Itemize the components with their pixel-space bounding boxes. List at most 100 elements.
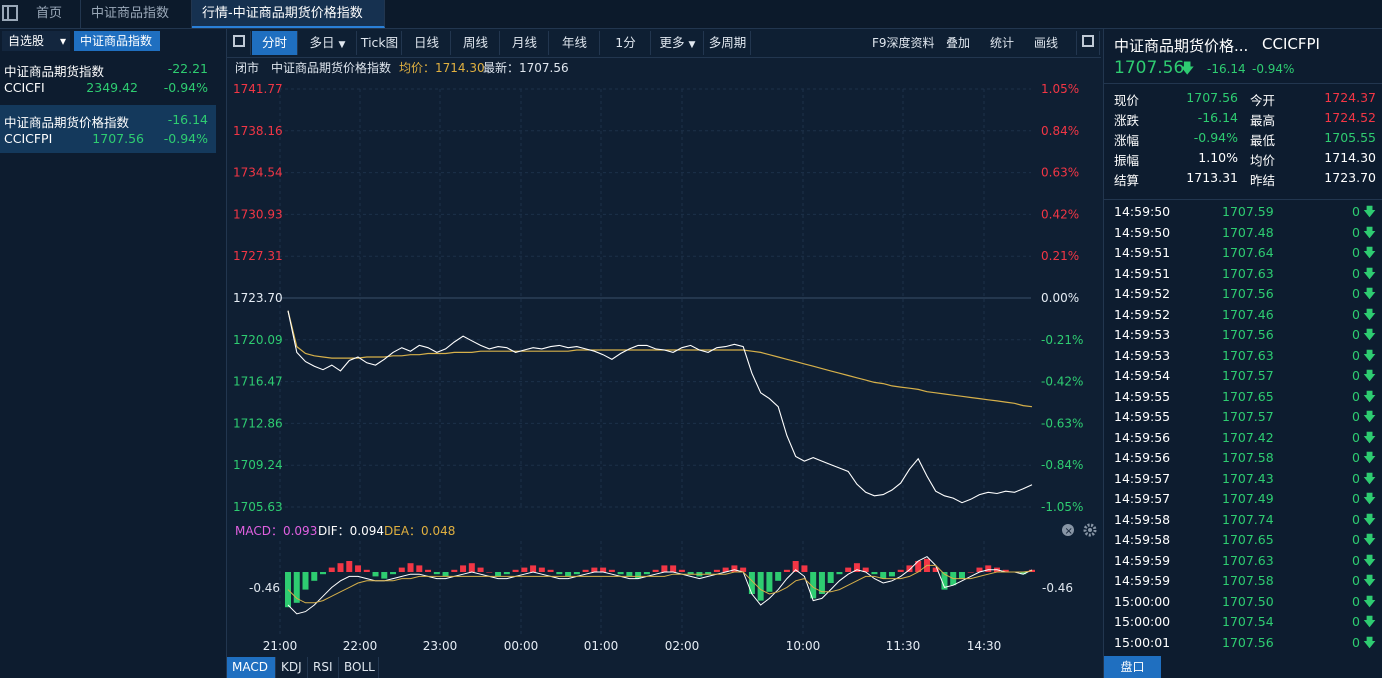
tab-more[interactable]: 更多 ▼ xyxy=(652,31,704,55)
panel-toggle-icon[interactable] xyxy=(227,31,251,55)
tick-volume: 0 xyxy=(1352,429,1360,445)
chart-area[interactable]: 1741.77 1738.16 1734.54 1730.93 1727.31 1723.… xyxy=(227,78,1102,655)
price-tick-label: 1709.24 xyxy=(233,458,283,472)
pct-tick-label: 0.21% xyxy=(1041,249,1079,263)
macd-bar xyxy=(775,572,782,581)
dea-line xyxy=(287,564,1033,604)
tab-intraday[interactable]: 分时 xyxy=(252,31,298,55)
macd-bar xyxy=(460,565,467,572)
tick-time: 14:59:59 xyxy=(1114,552,1171,568)
tick-row: 15:00:00 1707.54 0 🡇 xyxy=(1114,614,1376,634)
indicator-tab-macd[interactable]: MACD xyxy=(227,657,276,678)
layout-toggle-icon[interactable] xyxy=(2,5,18,21)
right-quote-panel: 中证商品期货价格... CCICFPI 1707.56 🡇 -16.14 -0.… xyxy=(1103,29,1382,678)
macd-bar xyxy=(967,572,974,573)
arrow-down-icon: 🡇 xyxy=(1363,388,1376,404)
tick-time: 14:59:55 xyxy=(1114,409,1171,424)
tab-yearly[interactable]: 年线 xyxy=(550,31,600,55)
tick-row: 14:59:59 1707.63 0 🡇 xyxy=(1114,553,1376,573)
tab-daily[interactable]: 日线 xyxy=(403,31,451,55)
market-status: 闭市 xyxy=(235,61,260,75)
item-name: 中证商品期货价格指数 xyxy=(4,115,130,130)
tab-home[interactable]: 首页 xyxy=(26,0,81,28)
indicator-tab-kdj[interactable]: KDJ xyxy=(276,657,308,678)
tab-multi-day[interactable]: 多日 ▼ xyxy=(299,31,357,55)
watchlist-dropdown[interactable]: 自选股 ▾ xyxy=(2,31,70,51)
macd-bar xyxy=(565,572,572,577)
time-tick-label: 10:00 xyxy=(786,639,821,653)
divider xyxy=(1104,83,1382,84)
macd-close-icon[interactable]: × xyxy=(1062,524,1074,537)
quote-value: 1723.70 xyxy=(1324,170,1376,185)
tab-quote-active[interactable]: 行情-中证商品期货价格指数× xyxy=(192,0,385,49)
tab-csi-commodity[interactable]: 中证商品指数 xyxy=(81,0,192,28)
tab-tick[interactable]: Tick图 xyxy=(358,31,402,55)
macd-bar xyxy=(608,569,615,572)
macd-bar xyxy=(958,572,965,579)
tab-order-book[interactable]: 盘口 xyxy=(1104,656,1161,678)
right-panel-toggle-icon[interactable] xyxy=(1076,31,1100,55)
tick-volume: 0 xyxy=(1352,552,1360,568)
stats-button[interactable]: 统计 xyxy=(990,36,1015,50)
quote-label: 最低 xyxy=(1250,133,1276,148)
tick-volume: 0 xyxy=(1352,491,1360,506)
tick-price: 1707.49 xyxy=(1222,491,1274,506)
tab-weekly[interactable]: 周线 xyxy=(452,31,500,55)
macd-bar xyxy=(766,572,773,592)
tick-volume: 0 xyxy=(1352,573,1360,588)
list-item-selected[interactable]: 中证商品期货价格指数 -16.14 CCICFPI 1707.56 -0.94% xyxy=(0,105,216,153)
tab-1min[interactable]: 1分 xyxy=(601,31,651,55)
macd-bar xyxy=(985,565,992,572)
tab-multi-period[interactable]: 多周期 xyxy=(705,31,751,55)
tick-time: 15:00:01 xyxy=(1114,634,1171,650)
arrow-down-icon: 🡇 xyxy=(1363,491,1376,506)
time-tick-label: 22:00 xyxy=(343,639,378,653)
macd-bar xyxy=(477,567,484,572)
period-label: 1分 xyxy=(615,35,636,50)
tick-row: 14:59:50 1707.59 0 🡇 xyxy=(1114,204,1376,224)
arrow-down-icon: 🡇 xyxy=(1180,61,1195,77)
tick-row: 15:00:00 1707.50 0 🡇 xyxy=(1114,594,1376,614)
indicator-tab-rsi[interactable]: RSI xyxy=(308,657,339,678)
f9-depth-button[interactable]: F9深度资料 xyxy=(872,36,935,50)
price-change: -16.14 xyxy=(1207,62,1246,76)
group-tab-csi[interactable]: 中证商品指数 xyxy=(74,31,160,51)
period-label: 分时 xyxy=(261,35,287,50)
macd-bar xyxy=(512,569,519,572)
macd-bar xyxy=(888,572,895,577)
arrow-down-icon: 🡇 xyxy=(1363,552,1376,568)
intraday-chart[interactable]: 1741.77 1738.16 1734.54 1730.93 1727.31 1723.… xyxy=(227,78,1102,655)
current-price: 1707.56 xyxy=(1114,58,1185,78)
time-tick-label: 14:30 xyxy=(967,639,1002,653)
macd-bar xyxy=(1002,569,1009,572)
price-tick-label: 1705.63 xyxy=(233,500,283,514)
time-tick-label: 00:00 xyxy=(504,639,539,653)
tick-price: 1707.63 xyxy=(1222,347,1274,363)
time-tick-label: 23:00 xyxy=(423,639,458,653)
draw-button[interactable]: 画线 xyxy=(1034,36,1059,50)
arrow-down-icon: 🡇 xyxy=(1363,347,1376,363)
list-item[interactable]: 中证商品期货指数 -22.21 CCICFI 2349.42 -0.94% xyxy=(0,59,216,107)
quote-row: 涨跌 -16.14 最高 1724.52 xyxy=(1114,110,1376,130)
macd-bar xyxy=(468,563,475,572)
tick-price: 1707.57 xyxy=(1222,409,1274,424)
overlay-button[interactable]: 叠加 xyxy=(946,36,971,50)
macd-bar xyxy=(836,572,843,575)
macd-bar xyxy=(792,561,799,572)
tab-monthly[interactable]: 月线 xyxy=(501,31,549,55)
tick-time: 14:59:53 xyxy=(1114,327,1171,342)
avg-price-line xyxy=(287,310,1033,408)
quote-value: 1.10% xyxy=(1198,150,1238,165)
arrow-down-icon: 🡇 xyxy=(1363,286,1376,301)
macd-bar xyxy=(932,567,939,572)
arrow-down-icon: 🡇 xyxy=(1363,593,1376,609)
price-tick-label: 1712.86 xyxy=(233,416,283,430)
tick-time: 14:59:51 xyxy=(1114,265,1171,281)
tick-row: 14:59:53 1707.63 0 🡇 xyxy=(1114,348,1376,368)
divider xyxy=(1104,199,1382,200)
tick-volume: 0 xyxy=(1352,204,1360,219)
gear-icon[interactable] xyxy=(1083,523,1097,537)
indicator-tab-boll[interactable]: BOLL xyxy=(339,657,379,678)
tick-price: 1707.65 xyxy=(1222,532,1274,547)
macd-bar xyxy=(880,572,887,579)
